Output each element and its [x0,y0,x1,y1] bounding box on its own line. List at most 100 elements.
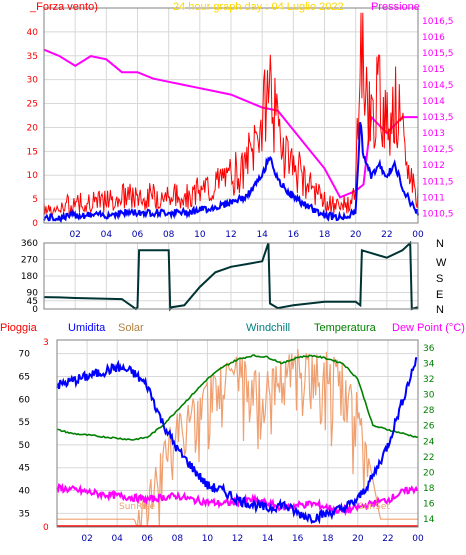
rain-tick-top: 3 [43,338,49,348]
wind-panel-frame [43,7,419,224]
wind-x-tick-label: 04 [101,230,113,240]
temp-x-tick-label: 00 [412,534,424,544]
temp-y-tick-label: 22 [423,453,434,463]
wind-y-tick-label: 25 [27,100,38,110]
wind-x-tick-label: 20 [350,230,362,240]
temp-y-tick-label: 14 [423,515,435,525]
wind-y-tick-label: 20 [27,123,39,133]
temperature-series [56,354,419,441]
direction-y-tick-label: 90 [27,289,39,299]
direction-y-tick-label: 45 [27,297,38,307]
legend-temperatura: Temperatura [314,322,377,334]
temp-y-tick-label: 18 [423,484,435,494]
temperature-humidity-panel: Pioggia Umidita Solar Windchill Temperat… [0,322,465,544]
direction-y-tick-label: 0 [32,305,38,315]
temp-x-tick-label: 12 [232,534,243,544]
pressure-y-tick-label: 1013,5 [422,113,454,123]
wind-gust-line [43,12,419,217]
pressure-label: Pressione [371,1,420,13]
wind-force-label: _Forza vento) [29,1,98,13]
temp-x-tick-label: 20 [352,534,364,544]
temp-y-tick-label: 24 [423,437,435,447]
temp-panel-frame [56,339,419,528]
wind-y-tick-label: 30 [27,76,39,86]
wind-x-ticks: 02 04 06 08 10 12 14 16 18 20 22 00 [69,230,424,240]
compass-n-bottom: N [436,304,444,316]
pressure-line [43,48,418,199]
humidity-y-tick-label: 60 [19,395,31,405]
direction-y-tick-label: 180 [21,272,38,282]
humidity-y-ticks: 35 40 45 50 55 60 65 70 [19,350,31,520]
temp-x-tick-label: 14 [262,534,274,544]
temp-x-tick-label: 04 [111,534,123,544]
compass-s: S [436,273,443,285]
pressure-y-tick-label: 1014 [422,97,445,107]
pressure-y-tick-label: 1015 [422,65,445,75]
humidity-y-tick-label: 35 [19,509,30,519]
wind-x-tick-label: 22 [381,230,392,240]
legend-windchill: Windchill [246,322,290,334]
legend-umidita: Umidita [68,322,106,334]
wind-x-tick-label: 06 [132,230,144,240]
humidity-line [56,357,418,525]
pressure-y-tick-label: 1011,5 [422,177,454,187]
wind-y-tick-label: 0 [32,219,38,229]
direction-panel-frame [43,242,419,310]
legend-dewpoint: Dew Point (°C) [392,322,465,334]
rain-tick-bottom: 0 [43,523,49,533]
pressure-y-tick-label: 1013 [422,129,445,139]
temp-y-tick-label: 26 [423,422,435,432]
wind-x-tick-label: 16 [288,230,300,240]
pressure-y-tick-label: 1011 [422,193,445,203]
pressure-y-tick-label: 1010,5 [422,209,454,219]
dewpoint-series [56,482,419,517]
humidity-y-tick-label: 50 [19,441,31,451]
temp-x-tick-label: 06 [142,534,154,544]
temp-x-tick-label: 02 [81,534,92,544]
wind-y-tick-label: 40 [27,28,39,38]
sunrise-label: SunRise [119,502,156,512]
temp-x-ticks: 02 04 06 08 10 12 14 16 18 20 22 00 [81,534,424,544]
wind-grid [44,8,419,224]
compass-w: W [436,257,447,269]
pressure-y-tick-label: 1012 [422,161,445,171]
wind-y-tick-label: 10 [27,171,39,181]
wind-y-tick-label: 35 [27,52,38,62]
humidity-y-tick-label: 55 [19,418,30,428]
compass-labels: N W S E N [436,238,447,316]
wind-x-tick-label: 14 [256,230,268,240]
temp-y-tick-label: 28 [423,406,435,416]
humidity-y-tick-label: 40 [19,487,31,497]
wind-x-tick-label: 12 [225,230,236,240]
temp-y-tick-label: 16 [423,500,435,510]
temp-y-tick-label: 34 [423,359,435,369]
wind-x-tick-label: 08 [163,230,175,240]
direction-y-tick-label: 270 [21,256,38,266]
temp-y-tick-label: 30 [423,391,435,401]
compass-n-top: N [436,238,444,250]
temp-y-tick-label: 20 [423,468,435,478]
humidity-y-tick-label: 45 [19,464,30,474]
direction-line [43,240,419,312]
solar-series [57,348,418,527]
wind-y-tick-label: 5 [32,195,38,205]
wind-force-series [43,12,419,224]
dewpoint-line [56,482,419,517]
temp-y-ticks: 14 16 18 20 22 24 26 28 30 32 34 36 [423,344,435,525]
wind-x-tick-label: 02 [69,230,80,240]
wind-x-tick-label: 10 [194,230,206,240]
sunset-label: SunSet [358,502,390,512]
pressure-series [43,48,418,199]
rain-y-ticks: 3 0 [43,338,49,533]
wind-y-tick-label: 15 [27,147,38,157]
temp-x-tick-label: 08 [172,534,184,544]
solar-line [57,348,418,527]
graph-title: 24 hour graph day : 04 Luglio 2022 [173,1,344,13]
pressure-y-tick-label: 1015,5 [422,49,454,59]
pressure-y-tick-label: 1016 [422,33,445,43]
legend-solar: Solar [118,322,144,334]
